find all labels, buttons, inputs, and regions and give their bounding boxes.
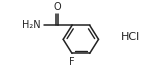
Text: HCl: HCl bbox=[121, 32, 141, 42]
Text: F: F bbox=[69, 57, 75, 67]
Text: H₂N: H₂N bbox=[22, 20, 41, 30]
Text: O: O bbox=[53, 2, 61, 12]
